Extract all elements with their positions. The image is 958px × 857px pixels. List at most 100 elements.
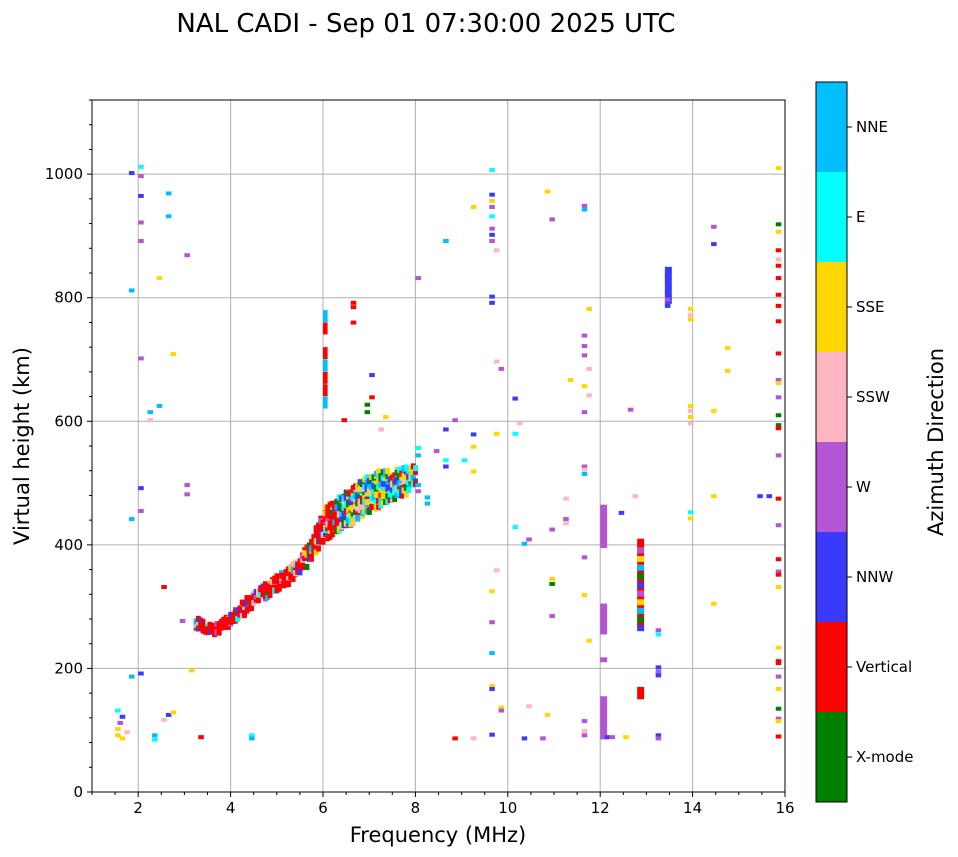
data-point — [413, 468, 418, 475]
data-point — [775, 569, 782, 574]
data-point — [540, 736, 546, 741]
data-point — [618, 510, 625, 515]
data-point — [323, 310, 328, 323]
data-point — [489, 651, 495, 656]
data-point — [249, 736, 255, 741]
data-point — [216, 628, 222, 635]
data-point — [341, 504, 347, 511]
data-point — [775, 303, 782, 308]
colorbar-label: Azimuth Direction — [924, 348, 948, 536]
data-point — [775, 229, 782, 234]
data-point — [664, 297, 671, 302]
data-point — [687, 306, 694, 311]
data-point — [452, 736, 458, 741]
data-point — [138, 193, 144, 198]
data-point — [637, 599, 645, 606]
colorbar-label-vertical: Vertical — [856, 658, 912, 676]
data-point — [775, 381, 782, 386]
data-point — [272, 578, 278, 585]
data-point — [165, 191, 172, 196]
data-point — [623, 735, 629, 740]
data-point — [581, 207, 588, 212]
data-point — [147, 410, 153, 415]
data-point — [396, 466, 402, 473]
data-point — [766, 494, 773, 499]
data-point — [364, 410, 371, 415]
data-point — [687, 421, 694, 426]
data-point — [489, 683, 495, 688]
data-point — [757, 494, 763, 499]
data-point — [775, 716, 782, 721]
data-point — [369, 373, 375, 378]
data-point — [637, 564, 645, 571]
data-point — [350, 305, 357, 310]
data-point — [521, 541, 528, 546]
data-column — [664, 266, 672, 304]
data-point — [452, 418, 458, 423]
data-point — [433, 449, 440, 454]
data-point — [775, 276, 782, 281]
data-point — [489, 294, 495, 299]
data-point — [470, 205, 477, 210]
data-point — [470, 736, 477, 741]
data-point — [334, 516, 340, 523]
x-tick-label: 12 — [591, 799, 610, 817]
data-point — [489, 167, 495, 172]
data-point — [406, 487, 412, 494]
data-point — [138, 239, 144, 244]
data-point — [119, 736, 126, 741]
x-axis-label: Frequency (MHz) — [350, 823, 526, 847]
data-point — [512, 431, 518, 436]
data-point — [544, 712, 551, 717]
data-point — [655, 669, 662, 674]
data-point — [165, 214, 172, 219]
data-point — [655, 736, 662, 741]
data-point — [711, 224, 717, 229]
data-point — [392, 495, 398, 502]
data-point — [274, 573, 280, 580]
data-point — [415, 276, 421, 281]
data-point — [415, 453, 421, 458]
x-tick-label: 8 — [411, 799, 421, 817]
data-point — [687, 317, 694, 322]
data-point — [549, 527, 555, 532]
data-point — [521, 736, 528, 741]
data-point — [313, 549, 319, 556]
data-point — [711, 408, 717, 413]
y-axis: 0 200 400 600 800 1000 — [45, 99, 92, 801]
y-tick-label: 400 — [54, 536, 83, 554]
colorbar-segment — [816, 622, 847, 712]
data-point — [138, 356, 144, 361]
data-point — [586, 366, 592, 371]
data-point — [498, 705, 505, 710]
data-point — [267, 588, 273, 595]
colorbar-segment — [816, 262, 847, 352]
data-point — [586, 393, 592, 398]
colorbar-label-x-mode: X-mode — [856, 748, 913, 766]
data-point — [489, 589, 495, 594]
data-point — [581, 344, 588, 349]
data-point — [581, 333, 588, 338]
colorbar-segment — [816, 352, 847, 442]
data-point — [604, 735, 611, 740]
data-point — [383, 415, 389, 420]
colorbar-label-e: E — [856, 208, 865, 226]
data-point — [581, 733, 588, 738]
data-column — [600, 696, 608, 740]
data-point — [489, 205, 495, 210]
colorbar-segment — [816, 442, 847, 532]
data-point — [489, 232, 495, 237]
data-point — [316, 545, 321, 552]
data-point — [119, 714, 126, 719]
data-point — [309, 539, 314, 546]
y-tick-label: 0 — [73, 783, 83, 801]
data-point — [323, 322, 328, 335]
data-point — [329, 531, 335, 538]
data-point — [470, 469, 477, 474]
data-point — [775, 395, 782, 400]
data-point — [581, 555, 588, 560]
data-point — [392, 478, 398, 485]
data-point — [251, 599, 257, 606]
colorbar-label-nne: NNE — [856, 118, 888, 136]
data-marks — [115, 164, 782, 742]
